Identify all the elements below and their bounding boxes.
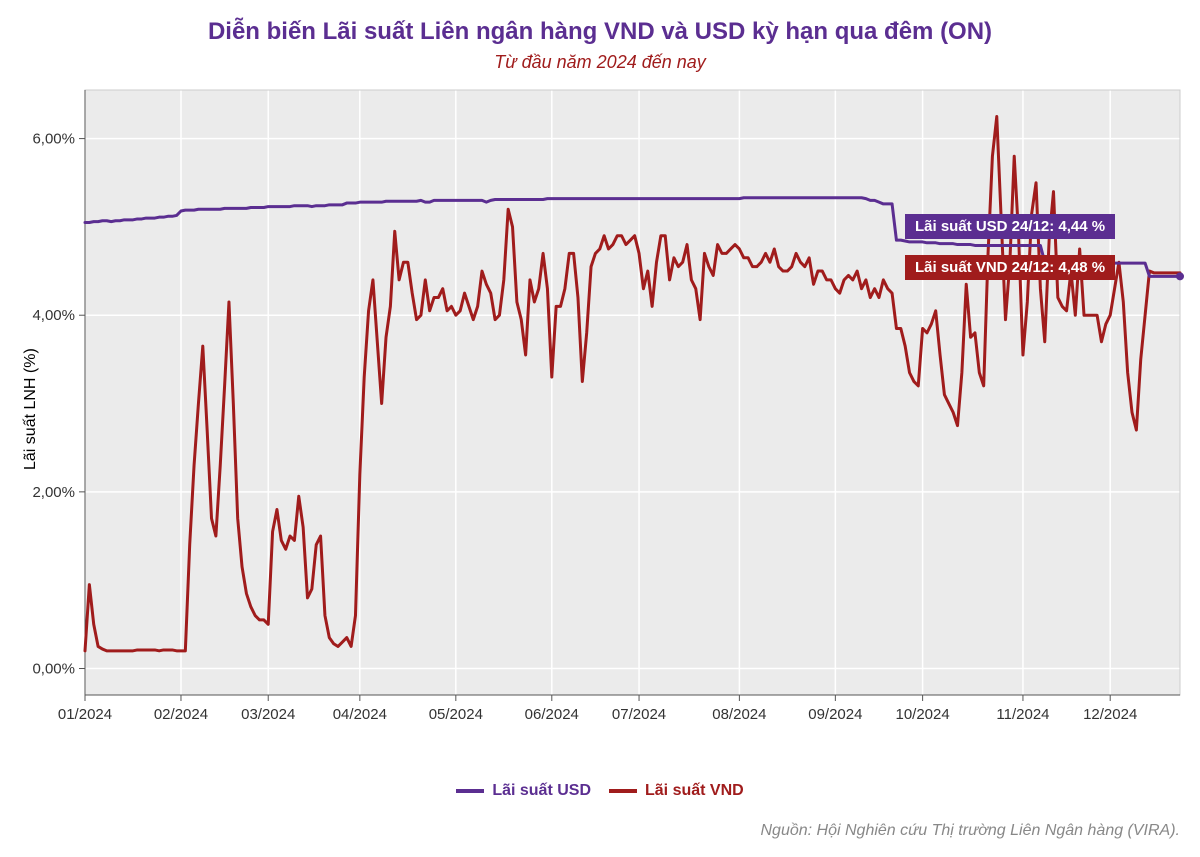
- svg-text:05/2024: 05/2024: [429, 706, 483, 723]
- legend-swatch-vnd: [609, 789, 637, 793]
- svg-text:6,00%: 6,00%: [32, 131, 75, 148]
- svg-text:06/2024: 06/2024: [525, 706, 579, 723]
- chart-container: Diễn biến Lãi suất Liên ngân hàng VND và…: [0, 0, 1200, 857]
- svg-text:10/2024: 10/2024: [895, 706, 949, 723]
- legend-label-vnd: Lãi suất VND: [645, 782, 744, 800]
- callout-usd: Lãi suất USD 24/12: 4,44 %: [905, 214, 1115, 239]
- svg-text:12/2024: 12/2024: [1083, 706, 1137, 723]
- svg-text:09/2024: 09/2024: [808, 706, 862, 723]
- svg-text:03/2024: 03/2024: [241, 706, 295, 723]
- chart-svg: 0,00% 2,00% 4,00% 6,00% 01/2024 02/2024 03/202…: [0, 0, 1200, 760]
- legend-item-vnd: Lãi suất VND: [609, 782, 744, 800]
- source-note: Nguồn: Hội Nghiên cứu Thị trường Liên Ng…: [761, 822, 1181, 840]
- svg-text:2,00%: 2,00%: [32, 484, 75, 501]
- legend: Lãi suất USD Lãi suất VND: [0, 782, 1200, 800]
- svg-text:04/2024: 04/2024: [333, 706, 387, 723]
- svg-text:01/2024: 01/2024: [58, 706, 112, 723]
- svg-text:08/2024: 08/2024: [712, 706, 766, 723]
- svg-text:07/2024: 07/2024: [612, 706, 666, 723]
- svg-text:11/2024: 11/2024: [996, 706, 1049, 723]
- legend-label-usd: Lãi suất USD: [492, 782, 591, 800]
- callout-vnd: Lãi suất VND 24/12: 4,48 %: [905, 255, 1115, 280]
- svg-text:02/2024: 02/2024: [154, 706, 208, 723]
- legend-swatch-usd: [456, 789, 484, 793]
- legend-item-usd: Lãi suất USD: [456, 782, 591, 800]
- svg-text:4,00%: 4,00%: [32, 307, 75, 324]
- svg-text:0,00%: 0,00%: [32, 661, 75, 678]
